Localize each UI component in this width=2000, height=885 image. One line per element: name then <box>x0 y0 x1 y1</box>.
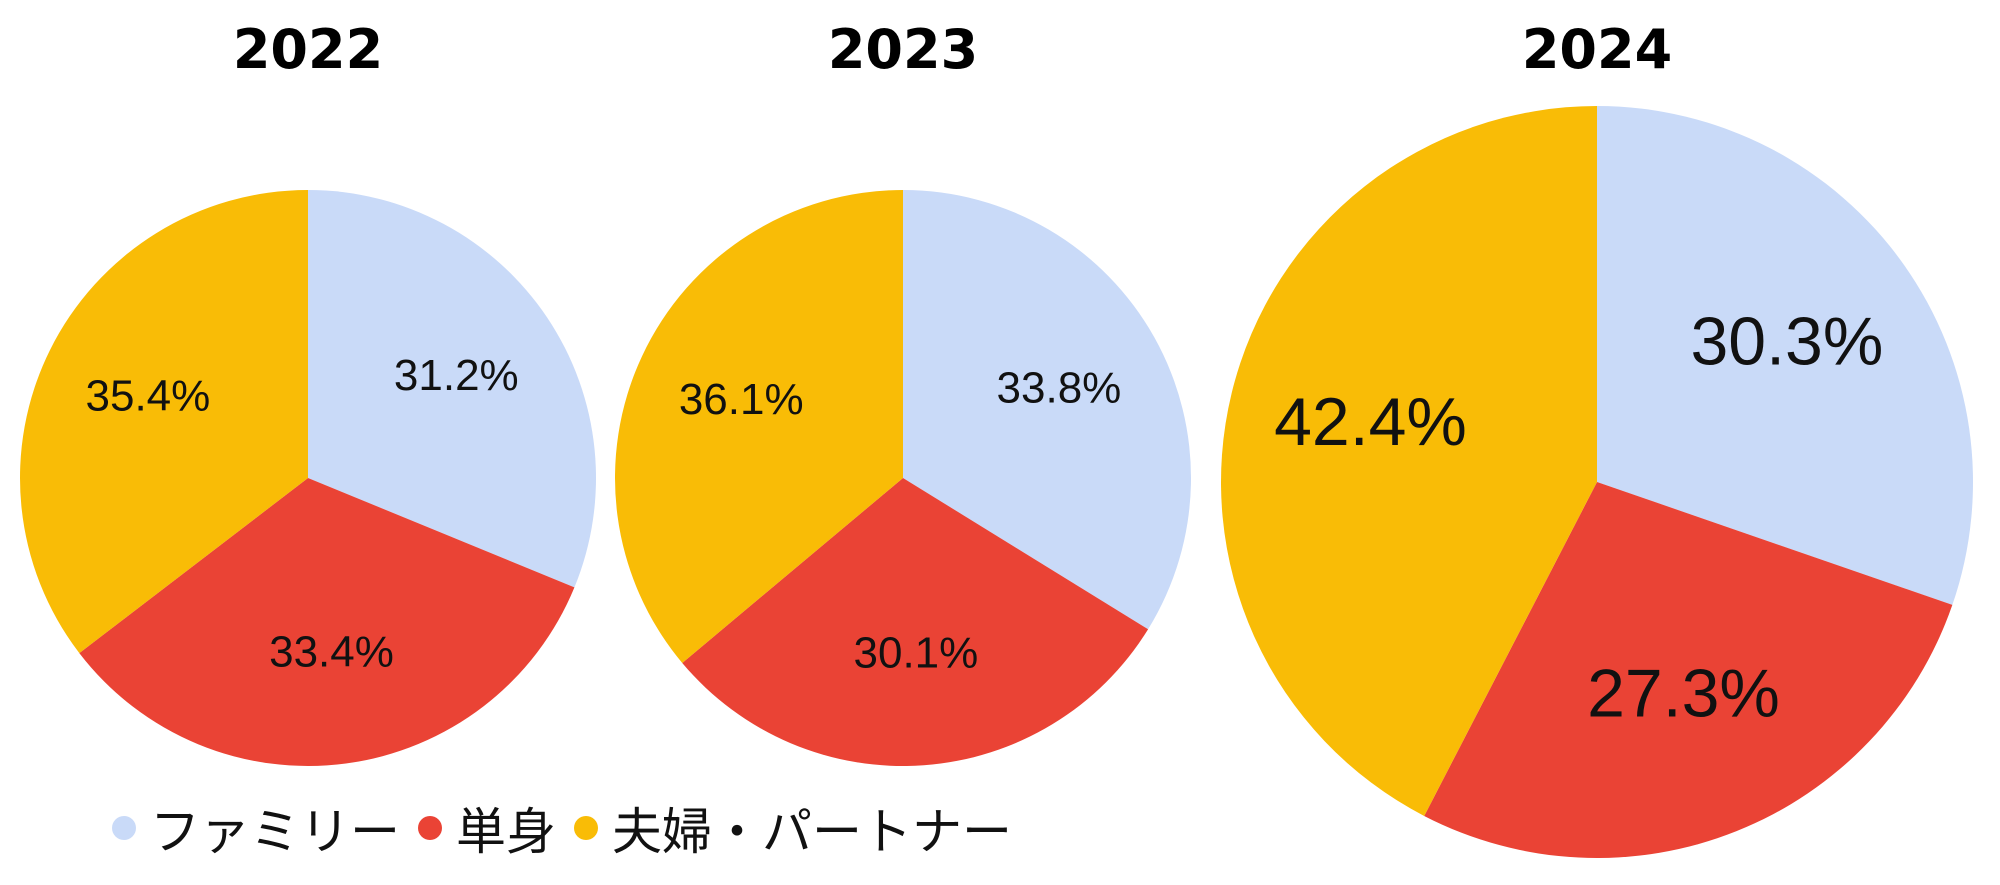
chart-title-2022: 2022 <box>233 18 383 81</box>
legend-swatch-single <box>418 816 442 840</box>
pie-chart-2023: 33.8% 30.1% 36.1% 2023 <box>614 18 1192 767</box>
slice-label-family-2023: 33.8% <box>997 364 1122 413</box>
slice-label-couple-2022: 35.4% <box>86 372 211 421</box>
chart-title-2023: 2023 <box>828 18 978 81</box>
slice-label-family-2024: 30.3% <box>1690 304 1883 380</box>
legend-item-single: 単身 <box>418 792 556 864</box>
slice-label-couple-2024: 42.4% <box>1274 384 1467 460</box>
slice-couple-2022 <box>19 190 308 654</box>
slice-family-2024 <box>1597 106 1973 605</box>
slice-family-2022 <box>308 189 597 588</box>
chart-title-2024: 2024 <box>1522 18 1672 81</box>
slice-single-2022 <box>79 478 575 766</box>
legend-item-family: ファミリー <box>112 792 400 864</box>
slice-label-couple-2023: 36.1% <box>679 375 804 424</box>
pie-chart-2022: 31.2% 33.4% 35.4% 2022 <box>19 18 597 766</box>
legend-swatch-couple <box>574 816 598 840</box>
legend-label-single: 単身 <box>456 803 556 861</box>
slice-label-single-2022: 33.4% <box>269 628 394 677</box>
slice-family-2023 <box>903 190 1192 630</box>
pie-chart-2024: 30.3% 27.3% 42.4% 2024 <box>1221 18 1973 858</box>
slice-label-single-2024: 27.3% <box>1587 655 1780 731</box>
slice-couple-2023 <box>614 190 903 663</box>
legend-swatch-family <box>112 816 136 840</box>
legend-label-family: ファミリー <box>150 803 400 861</box>
slice-single-2023 <box>682 478 1149 767</box>
legend-item-couple: 夫婦・パートナー <box>574 792 1012 864</box>
legend: ファミリー 単身 夫婦・パートナー <box>112 792 1030 864</box>
legend-label-couple: 夫婦・パートナー <box>612 803 1012 861</box>
slice-label-single-2023: 30.1% <box>854 629 979 678</box>
slice-couple-2024 <box>1221 106 1597 816</box>
slice-single-2024 <box>1424 482 1953 858</box>
slice-label-family-2022: 31.2% <box>394 351 519 400</box>
